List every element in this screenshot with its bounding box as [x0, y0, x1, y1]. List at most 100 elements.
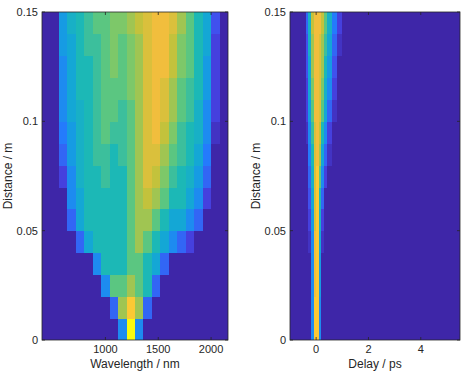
- heatmap-cell: [220, 143, 228, 165]
- heatmap-cell: [342, 318, 369, 340]
- heatmap-cell: [84, 187, 93, 209]
- heatmap-cell: [300, 209, 306, 231]
- heatmap-cell: [135, 12, 144, 34]
- heatmap-cell: [160, 12, 169, 34]
- heatmap-cell: [152, 99, 161, 121]
- heatmap-cell: [421, 274, 460, 296]
- heatmap-cell: [332, 231, 338, 253]
- heatmap-cell: [135, 121, 144, 143]
- heatmap-cell: [67, 253, 76, 275]
- heatmap-cell: [342, 34, 369, 56]
- heatmap-cell: [84, 231, 93, 253]
- heatmap-cell: [327, 99, 333, 121]
- heatmap-cell: [395, 121, 422, 143]
- heatmap-cell: [76, 253, 85, 275]
- heatmap-cell: [127, 296, 136, 318]
- heatmap-cell: [211, 165, 220, 187]
- heatmap-cell: [76, 318, 85, 340]
- heatmap-cell: [337, 209, 343, 231]
- heatmap-cell: [327, 231, 333, 253]
- heatmap-cell: [337, 56, 343, 78]
- heatmap-cell: [395, 34, 422, 56]
- heatmap-cell: [211, 231, 220, 253]
- x-tick-label: 1500: [146, 343, 170, 355]
- heatmap-cell: [186, 56, 195, 78]
- heatmap-cell: [169, 296, 178, 318]
- heatmap-cell: [160, 231, 169, 253]
- heatmap-cell: [101, 231, 110, 253]
- heatmap-cell: [59, 56, 68, 78]
- heatmap-cell: [127, 143, 136, 165]
- heatmap-cell: [42, 231, 51, 253]
- heatmap-cell: [143, 78, 152, 100]
- heatmap-cell: [194, 121, 203, 143]
- background: [0, 0, 474, 376]
- heatmap-cell: [101, 318, 110, 340]
- heatmap-cell: [93, 253, 102, 275]
- heatmap-cell: [220, 231, 228, 253]
- heatmap-cell: [203, 99, 212, 121]
- heatmap-cell: [332, 143, 338, 165]
- heatmap-cell: [93, 12, 102, 34]
- heatmap-cell: [93, 121, 102, 143]
- heatmap-cell: [135, 296, 144, 318]
- heatmap-cell: [290, 165, 301, 187]
- y-tick: [290, 340, 293, 341]
- heatmap-cell: [211, 253, 220, 275]
- heatmap-cell: [395, 78, 422, 100]
- heatmap-cell: [127, 78, 136, 100]
- heatmap-cell: [110, 187, 119, 209]
- heatmap-cell: [42, 99, 51, 121]
- heatmap-cell: [194, 274, 203, 296]
- plot-frame: [42, 12, 228, 340]
- heatmap-cell: [395, 165, 422, 187]
- y-tick-label: 0: [32, 334, 38, 346]
- heatmap-cell: [135, 99, 144, 121]
- heatmap-cell: [327, 34, 333, 56]
- heatmap-cell: [59, 318, 68, 340]
- heatmap-cell: [67, 231, 76, 253]
- heatmap-cell: [186, 99, 195, 121]
- heatmap-cell: [59, 253, 68, 275]
- heatmap-cell: [368, 12, 395, 34]
- heatmap-cell: [101, 187, 110, 209]
- heatmap-cell: [211, 121, 220, 143]
- heatmap-cell: [290, 296, 301, 318]
- heatmap-cell: [342, 187, 369, 209]
- heatmap-cell: [421, 34, 460, 56]
- heatmap-cell: [76, 209, 85, 231]
- heatmap-cell: [42, 12, 51, 34]
- heatmap-cell: [143, 165, 152, 187]
- heatmap-cell: [332, 78, 338, 100]
- heatmap-cell: [84, 274, 93, 296]
- heatmap-cell: [421, 12, 460, 34]
- heatmap-cell: [194, 99, 203, 121]
- heatmap-cell: [169, 165, 178, 187]
- heatmap-cell: [368, 121, 395, 143]
- heatmap-cell: [177, 318, 186, 340]
- heatmap-cell: [337, 121, 343, 143]
- heatmap-cell: [152, 78, 161, 100]
- heatmap-cell: [110, 12, 119, 34]
- heatmap-cell: [127, 165, 136, 187]
- heatmap-cell: [101, 296, 110, 318]
- heatmap-cell: [93, 318, 102, 340]
- x-tick: [368, 337, 369, 340]
- y-tick-right: [457, 12, 460, 13]
- heatmap-cell: [169, 34, 178, 56]
- heatmap-cell: [50, 121, 59, 143]
- heatmap-cell: [395, 143, 422, 165]
- heatmap-cell: [160, 165, 169, 187]
- heatmap-cell: [220, 121, 228, 143]
- heatmap-cell: [332, 165, 338, 187]
- heatmap-cell: [368, 56, 395, 78]
- heatmap-cell: [118, 78, 127, 100]
- heatmap-cell: [135, 187, 144, 209]
- heatmap-cell: [135, 34, 144, 56]
- heatmap-cell: [143, 99, 152, 121]
- heatmap-cell: [143, 296, 152, 318]
- heatmap-cell: [300, 296, 306, 318]
- heatmap-cell: [368, 78, 395, 100]
- heatmap-cell: [395, 253, 422, 275]
- heatmap-cell: [421, 121, 460, 143]
